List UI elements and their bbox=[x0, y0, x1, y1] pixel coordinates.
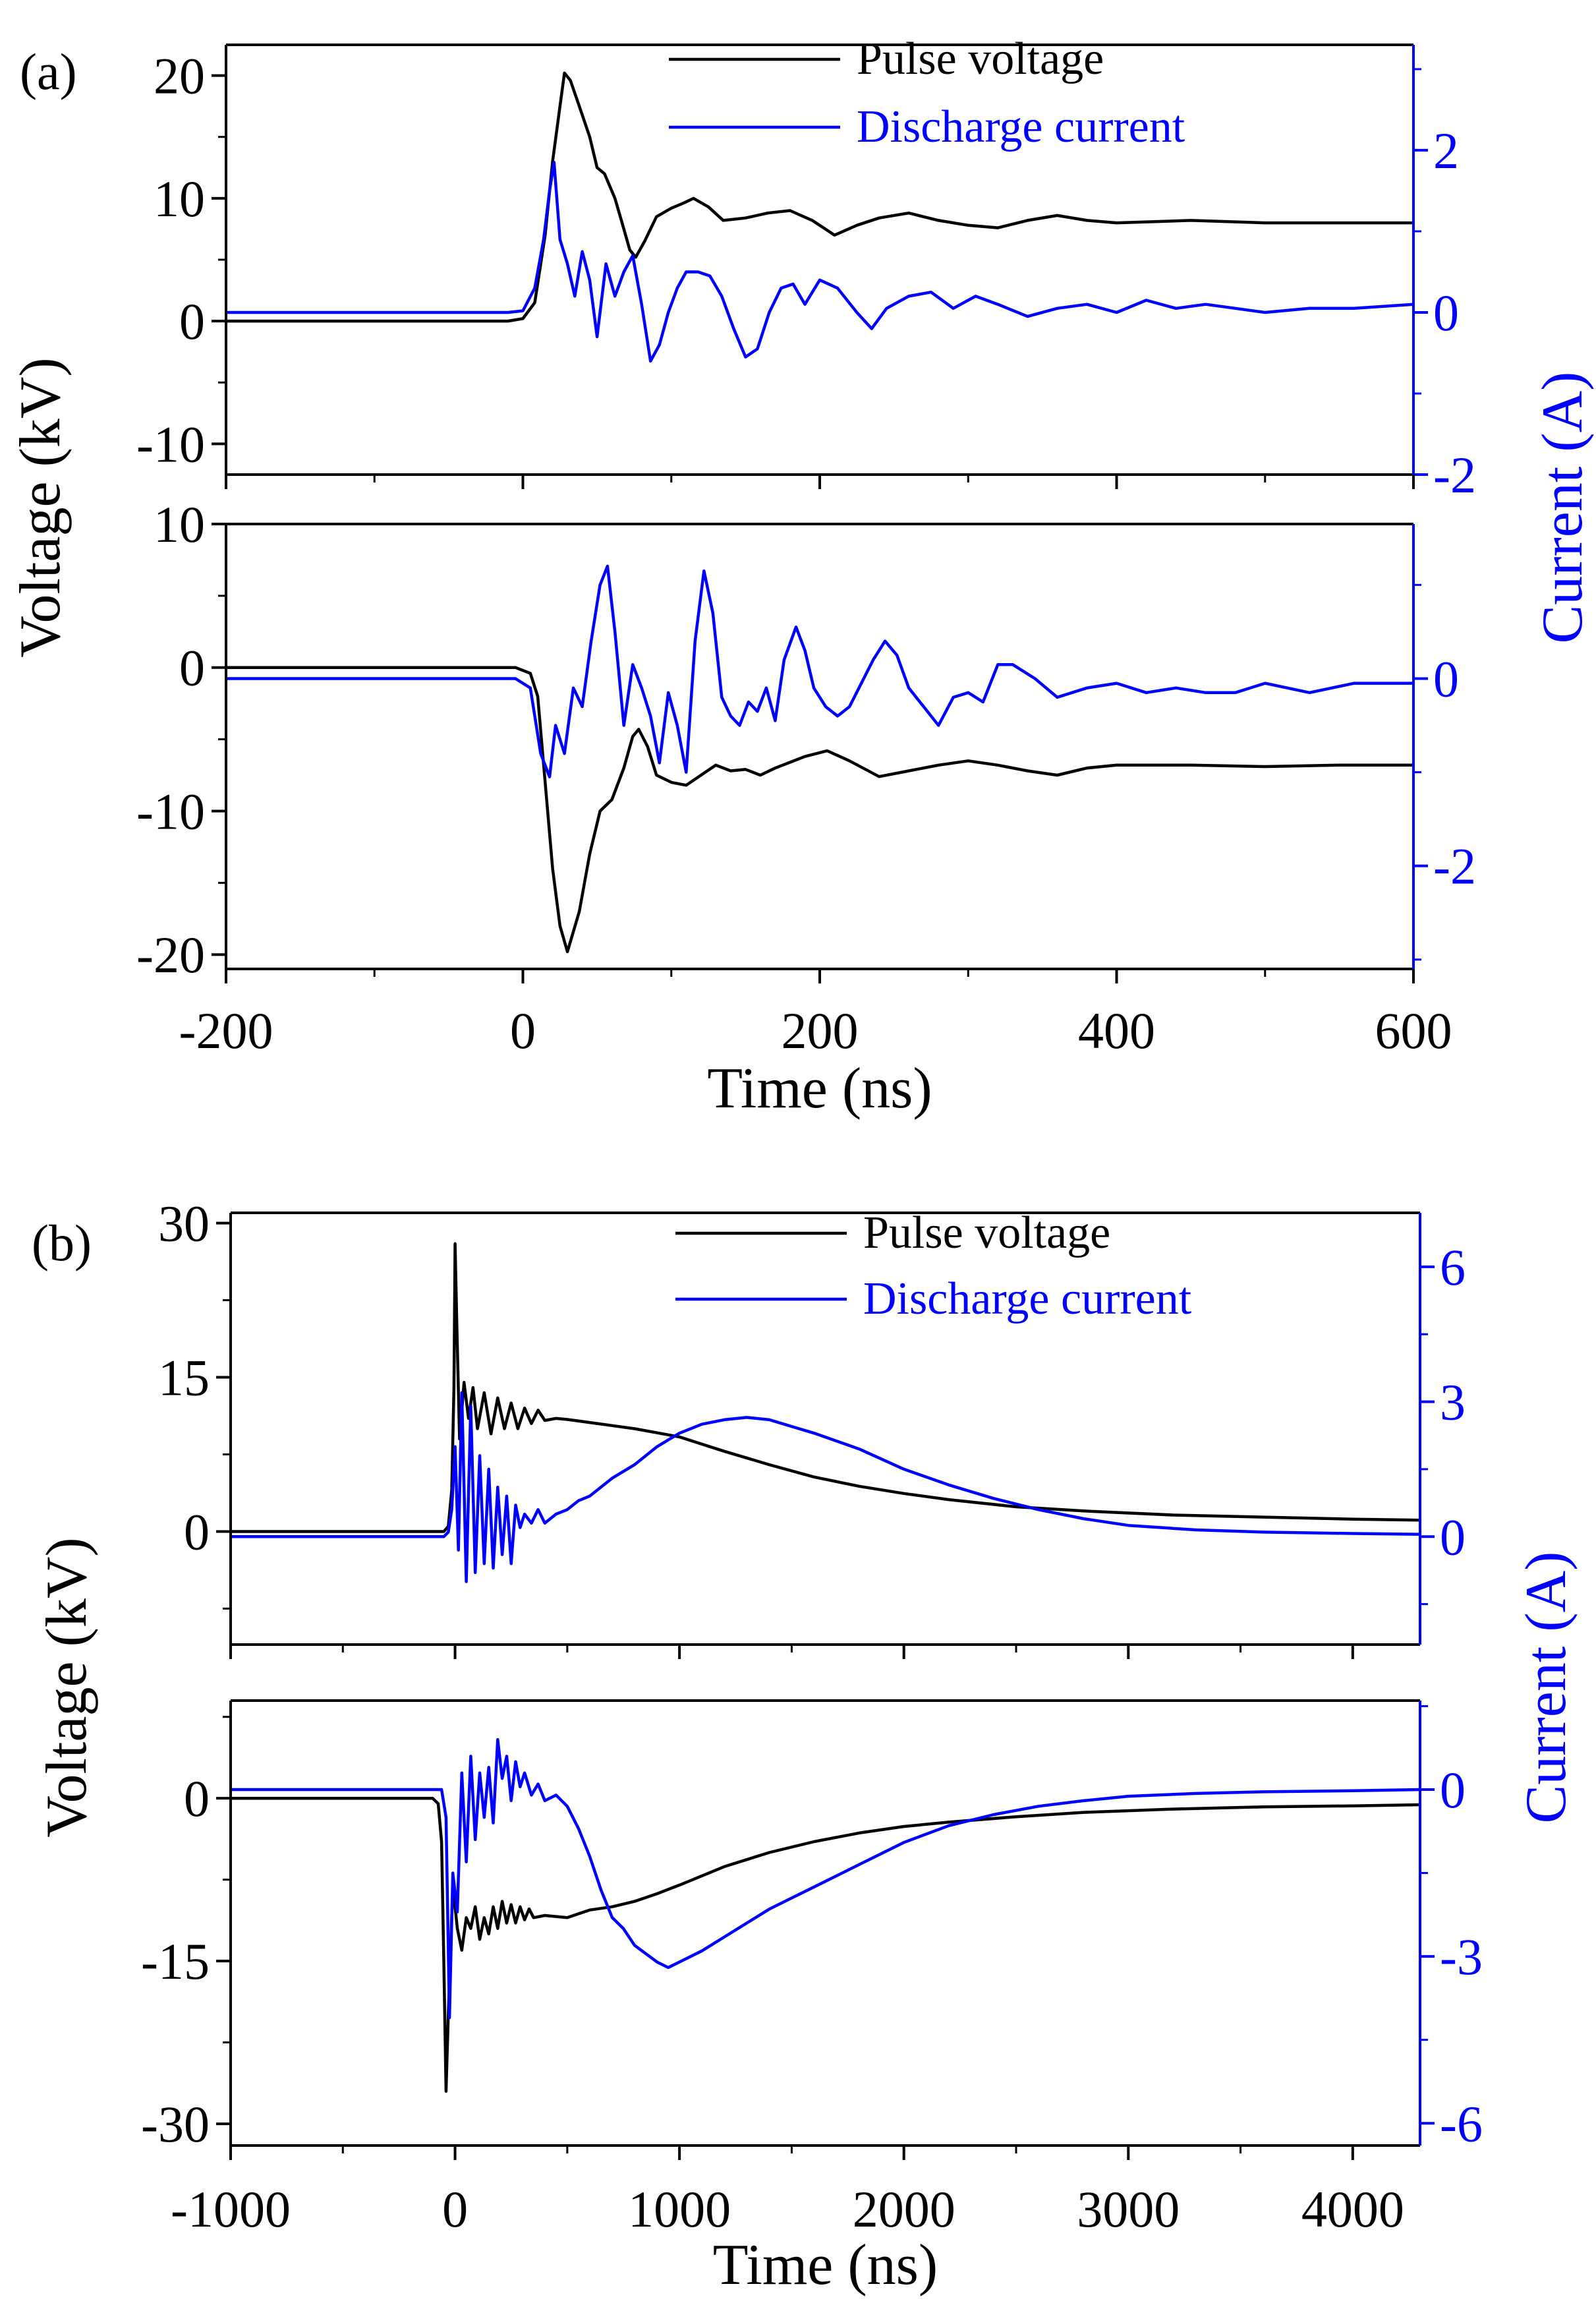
y-tick-label: -10 bbox=[136, 415, 205, 473]
voltage-line-bottom bbox=[226, 666, 1413, 954]
x-tick-label: 600 bbox=[1375, 1002, 1452, 1059]
x-tick-label: 400 bbox=[1078, 1002, 1155, 1059]
y-tick-label: 20 bbox=[154, 47, 205, 105]
x-tick-label: 0 bbox=[442, 2180, 468, 2238]
y-tick-label: -10 bbox=[136, 782, 205, 840]
x-tick-label: 0 bbox=[510, 1002, 536, 1059]
y-tick-label: 0 bbox=[179, 639, 205, 697]
x-axis-title: Time (ns) bbox=[707, 1057, 932, 1121]
y2-tick-label: 0 bbox=[1433, 650, 1459, 707]
y-tick-label: -30 bbox=[141, 2095, 210, 2153]
current-line-bottom bbox=[231, 1738, 1420, 2020]
y-tick-label: 0 bbox=[184, 1770, 210, 1827]
y2-tick-label: 6 bbox=[1440, 1239, 1466, 1296]
x-tick-label: 4000 bbox=[1301, 2180, 1404, 2238]
y2-tick-label: 2 bbox=[1433, 122, 1459, 179]
y2-tick-label: -2 bbox=[1433, 838, 1476, 895]
y2-axis-title: Current (A) bbox=[1514, 1552, 1578, 1824]
subplot-top: 0 15 30 0 3 6 bbox=[158, 1195, 1466, 1659]
x-axis-title: Time (ns) bbox=[713, 2233, 938, 2297]
panel-letter: (a) bbox=[20, 43, 77, 100]
voltage-line-top bbox=[226, 71, 1413, 323]
legend-voltage-label: Pulse voltage bbox=[857, 34, 1104, 84]
y2-tick-label: -2 bbox=[1433, 446, 1476, 504]
y-tick-label: 15 bbox=[158, 1349, 210, 1407]
y2-tick-label: 3 bbox=[1440, 1374, 1466, 1431]
x-tick-label: 1000 bbox=[628, 2180, 731, 2238]
y-axis-title: Voltage (kV) bbox=[35, 1537, 99, 1837]
y2-axis-title: Current (A) bbox=[1531, 372, 1595, 644]
y-tick-label: 0 bbox=[184, 1503, 210, 1560]
legend-current-label: Discharge current bbox=[857, 102, 1185, 152]
y-tick-label: 30 bbox=[158, 1195, 210, 1252]
current-line-bottom bbox=[226, 564, 1413, 778]
y-tick-label: 10 bbox=[154, 170, 205, 227]
y-axis-title: Voltage (kV) bbox=[9, 357, 72, 657]
current-line-top bbox=[231, 1391, 1420, 1583]
legend-voltage-label: Pulse voltage bbox=[863, 1208, 1110, 1258]
y-tick-label: -20 bbox=[136, 926, 205, 983]
y2-tick-label: 0 bbox=[1440, 1508, 1466, 1565]
legend-current-label: Discharge current bbox=[863, 1273, 1192, 1324]
x-tick-label: -1000 bbox=[171, 2180, 291, 2238]
x-tick-label: 3000 bbox=[1077, 2180, 1180, 2238]
y-tick-label: -15 bbox=[141, 1933, 210, 1990]
subplot-bottom: -30-150-6-30-1000 0 1000 2000 3000 4000 bbox=[141, 1699, 1483, 2238]
y2-tick-label: 0 bbox=[1433, 284, 1459, 341]
current-line-top bbox=[226, 161, 1413, 363]
x-tick-label: -200 bbox=[179, 1002, 273, 1059]
y-tick-label: 0 bbox=[179, 293, 205, 350]
y2-tick-label: 0 bbox=[1440, 1761, 1466, 1819]
voltage-line-bottom bbox=[231, 1796, 1420, 2093]
y2-tick-label: -3 bbox=[1440, 1928, 1483, 1985]
subplot-top: -10 0 10 20 -2 0 2 bbox=[136, 44, 1476, 504]
x-tick-label: 2000 bbox=[853, 2180, 955, 2238]
voltage-line-top bbox=[231, 1242, 1420, 1533]
x-tick-label: 200 bbox=[782, 1002, 859, 1059]
panel-letter: (b) bbox=[32, 1214, 92, 1271]
y2-tick-label: -6 bbox=[1440, 2095, 1483, 2152]
y-tick-label: 10 bbox=[154, 496, 205, 553]
